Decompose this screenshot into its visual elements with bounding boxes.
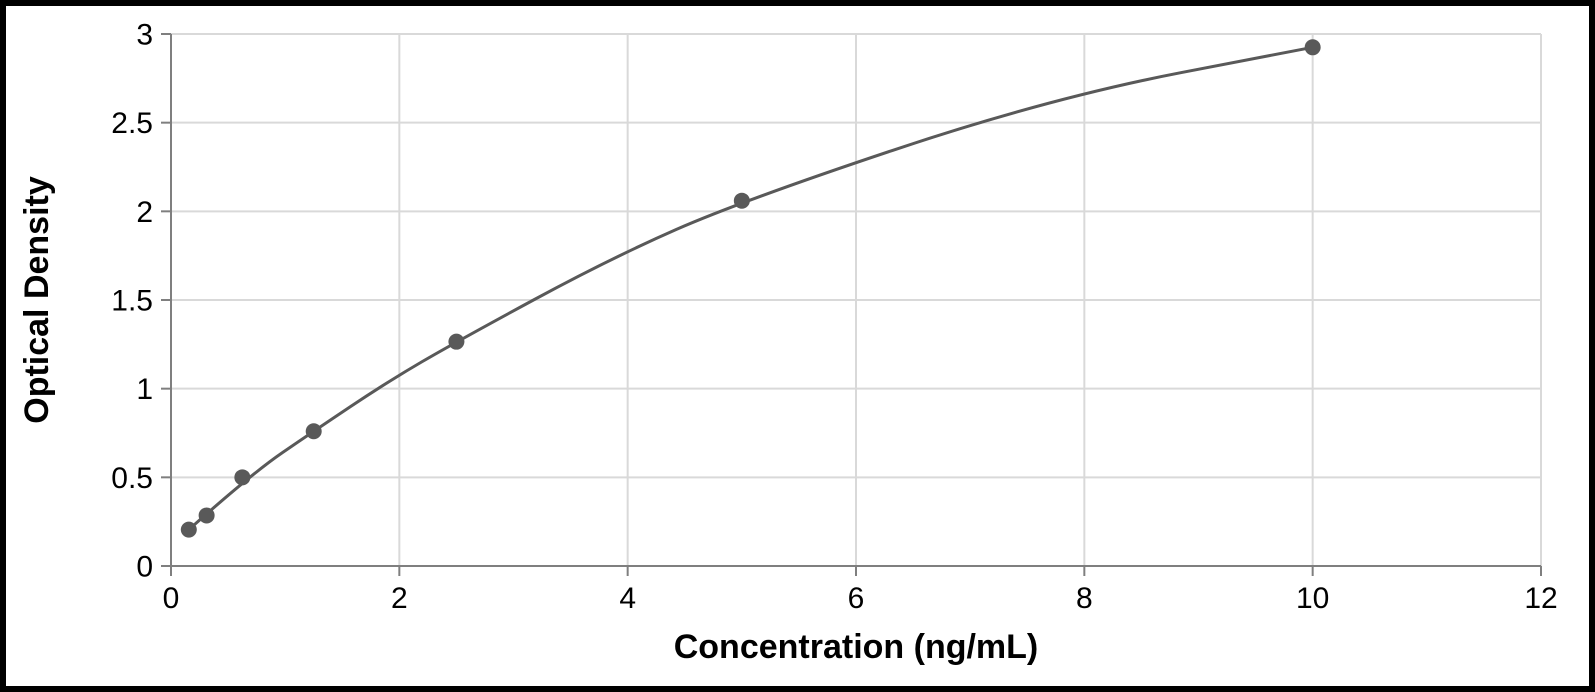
data-point (181, 522, 197, 538)
y-tick-label: 2 (136, 196, 153, 229)
x-tick-label: 12 (1524, 582, 1557, 615)
chart-container: 0 2 4 6 8 10 12 0 0.5 1 1.5 2 2.5 3 Concentration (ng/… (6, 6, 1589, 686)
data-point (234, 469, 250, 485)
x-tick-label: 4 (619, 582, 636, 615)
x-tick-label: 6 (848, 582, 865, 615)
x-tick-label: 0 (163, 582, 180, 615)
y-tick-label: 1 (136, 373, 153, 406)
x-tick-label: 10 (1296, 582, 1329, 615)
x-tick-label: 2 (391, 582, 408, 615)
data-point (1305, 39, 1321, 55)
chart-frame: 0 2 4 6 8 10 12 0 0.5 1 1.5 2 2.5 3 Concentration (ng/… (0, 0, 1595, 692)
data-point (199, 507, 215, 523)
standard-curve-chart: 0 2 4 6 8 10 12 0 0.5 1 1.5 2 2.5 3 Concentration (ng/… (6, 6, 1589, 686)
x-axis-label: Concentration (ng/mL) (674, 628, 1039, 666)
data-point (448, 334, 464, 350)
y-tick-label: 3 (136, 19, 153, 52)
y-axis-label: Optical Density (18, 176, 56, 424)
x-tick-label: 8 (1076, 582, 1093, 615)
y-tick-label: 0 (136, 551, 153, 584)
data-point (734, 193, 750, 209)
data-point (306, 423, 322, 439)
y-tick-label: 0.5 (111, 462, 153, 495)
y-tick-label: 2.5 (111, 107, 153, 140)
y-tick-label: 1.5 (111, 285, 153, 318)
